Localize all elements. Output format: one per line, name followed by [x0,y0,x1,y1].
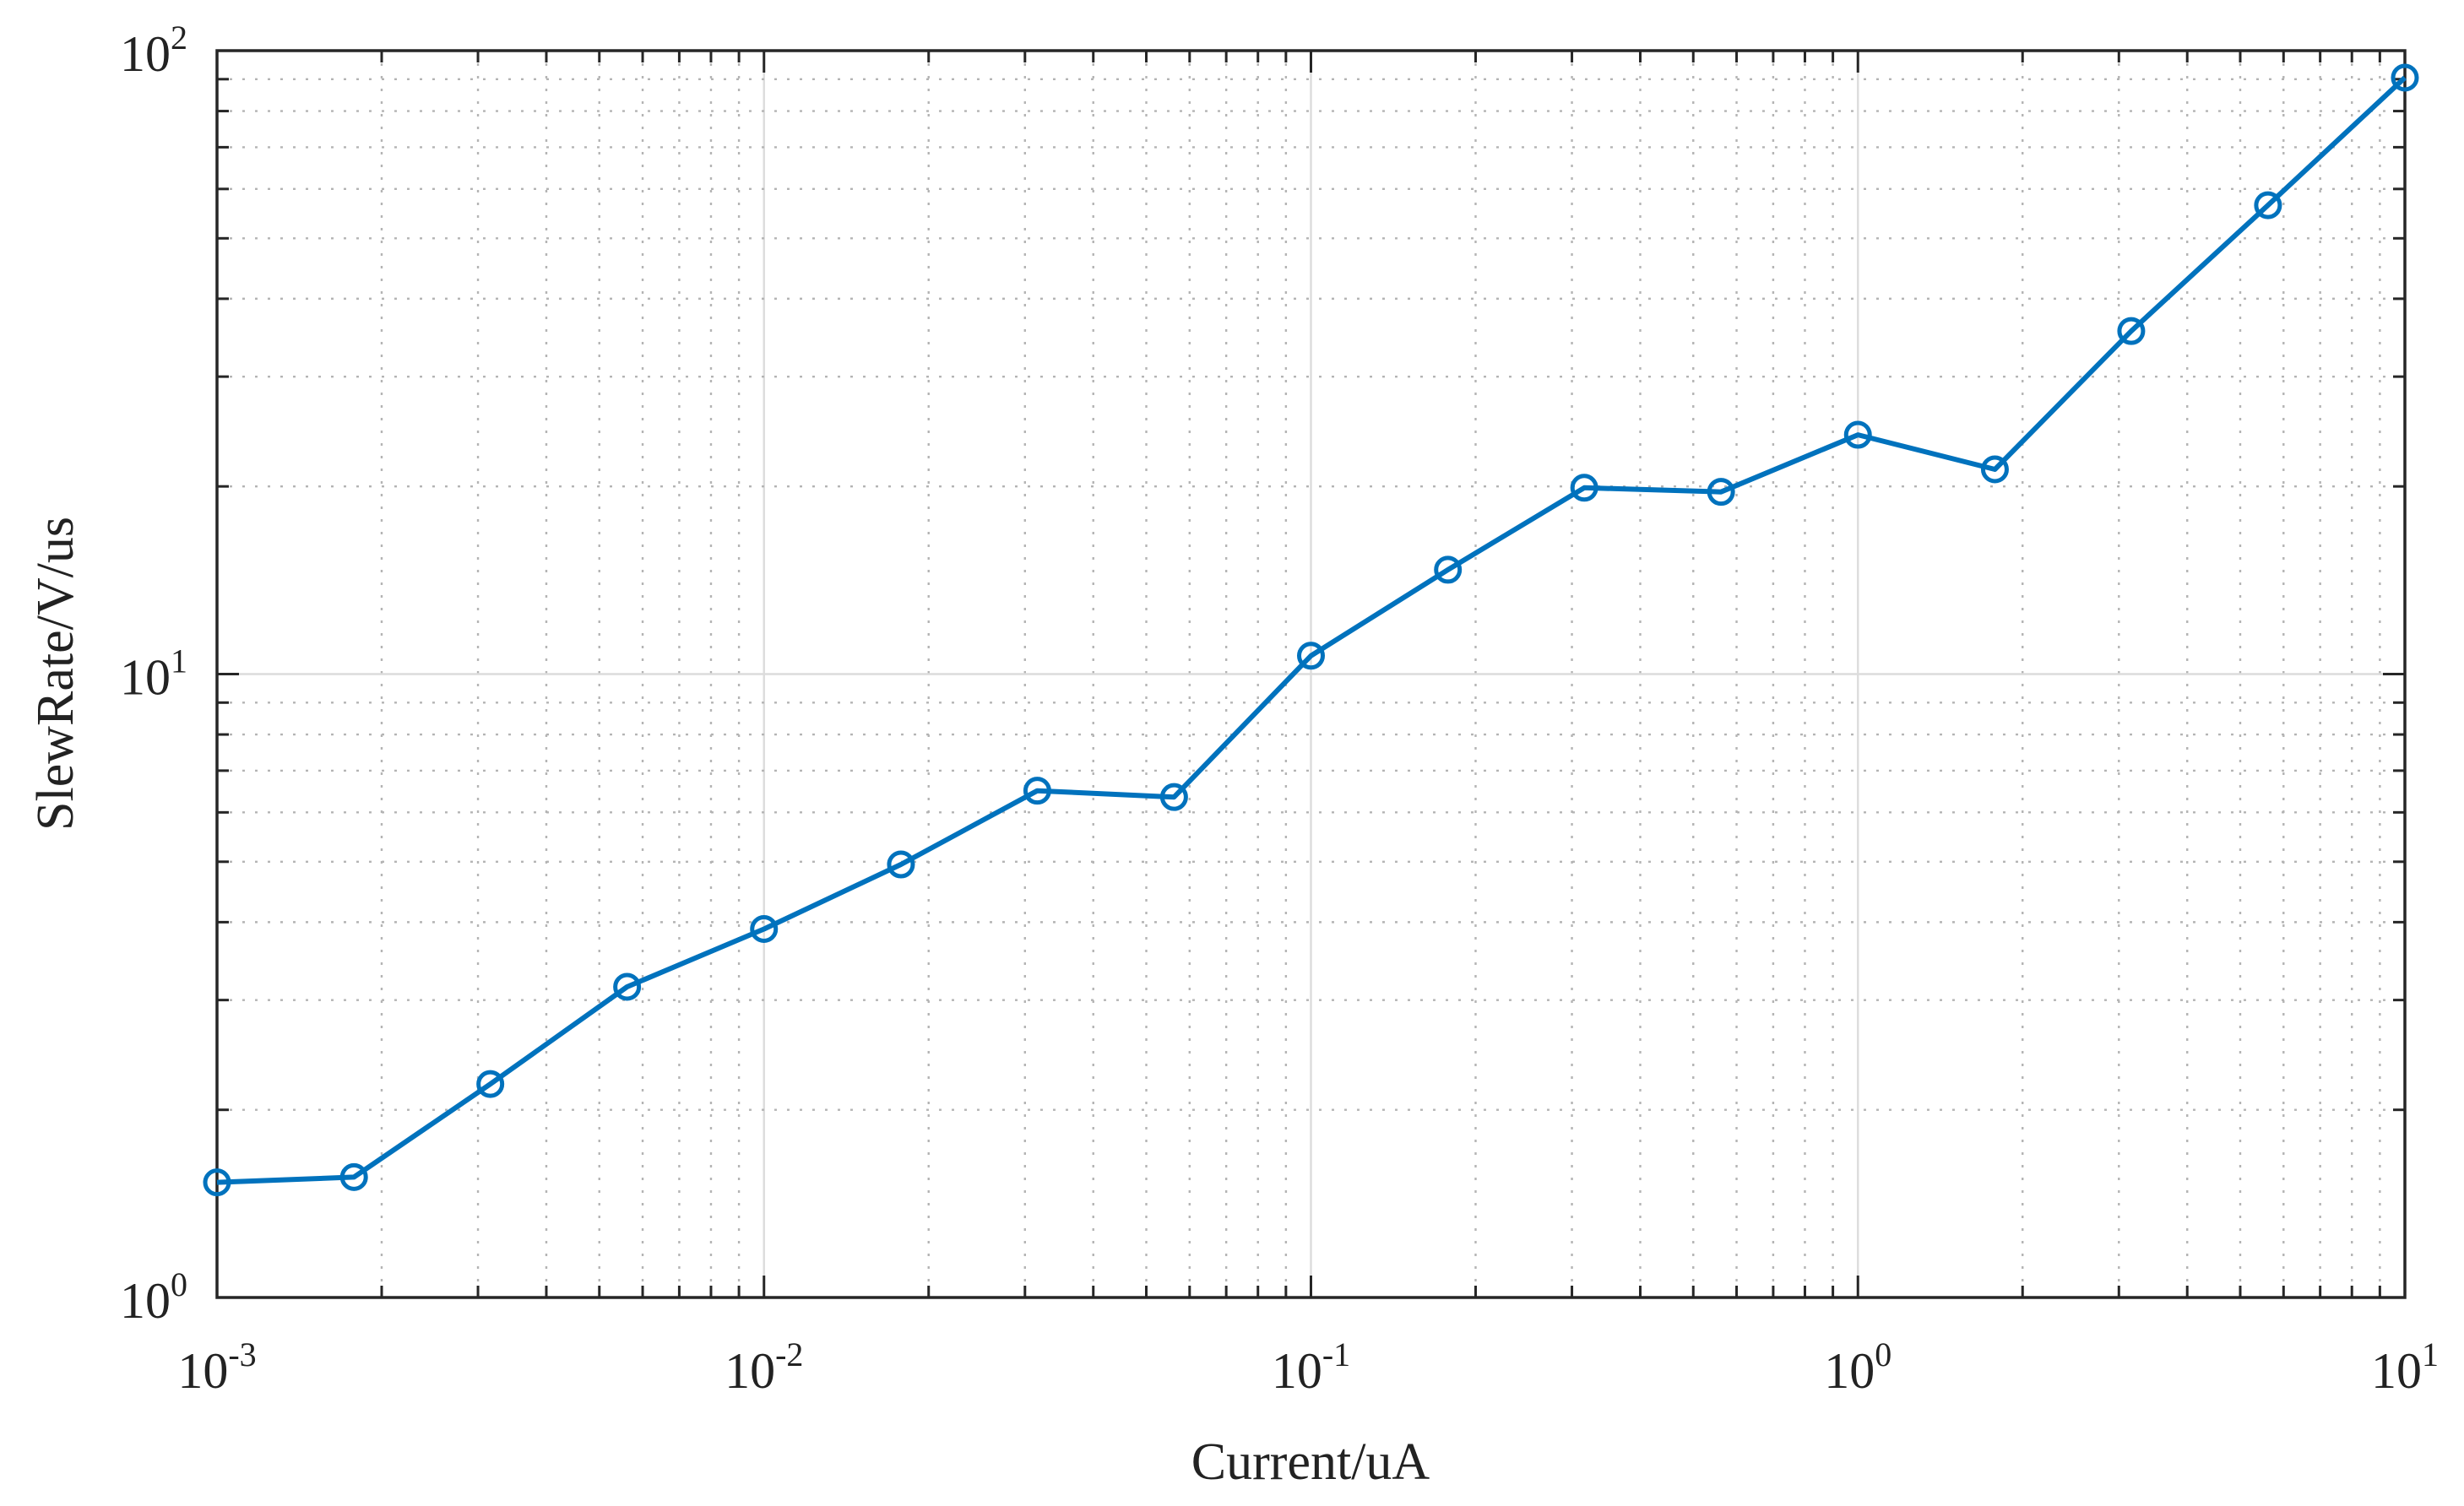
axis-ticks [215,51,2407,1299]
data-point [1980,455,2009,484]
x-tick-label: 10-2 [725,1335,803,1399]
data-point [339,1162,368,1191]
data-point [2117,317,2146,345]
data-point [750,914,779,943]
x-tick-labels: 10-3 10-2 10-1 100 101 [177,1335,2439,1399]
series-layer [203,63,2419,1197]
series-line [216,75,2407,1185]
grid [215,51,2405,1299]
data-point [2391,63,2419,92]
data-point [2254,191,2282,219]
data-point [203,1168,231,1197]
x-axis-title: Current/uA [1191,1433,1430,1491]
y-tick-label: 100 [120,1265,187,1329]
y-tick-labels: 100 101 102 [120,19,187,1329]
y-axis-title: SlewRate/V/us [27,517,84,831]
data-point [1707,478,1735,507]
data-point [1297,642,1325,670]
plot-frame [215,49,2407,1299]
data-point [1570,474,1598,502]
data-point [1159,783,1188,811]
data-point [476,1070,505,1098]
x-tick-label: 10-3 [177,1335,256,1399]
data-point [1023,777,1051,805]
data-point [1843,420,1872,449]
x-tick-label: 101 [2371,1335,2439,1399]
data-point [613,972,642,1001]
y-tick-label: 101 [120,642,187,706]
data-point [1434,555,1463,584]
x-tick-label: 10-1 [1272,1335,1350,1399]
y-tick-label: 102 [120,19,187,82]
x-tick-label: 100 [1824,1335,1891,1399]
data-point [887,850,915,879]
